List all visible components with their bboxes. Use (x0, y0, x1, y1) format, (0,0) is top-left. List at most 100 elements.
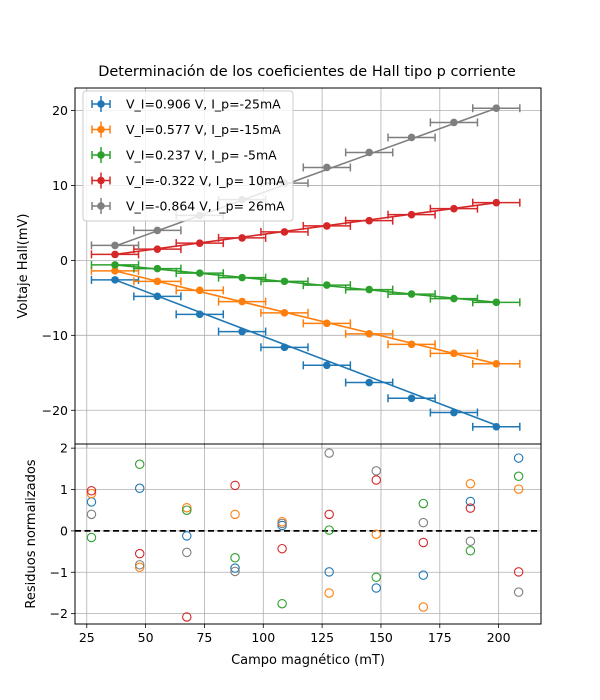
data-point (450, 118, 458, 127)
residual-point (182, 547, 192, 558)
data-point (492, 104, 501, 113)
legend: V_I=0.906 V, I_p=-25mA V_I=0.577 V, I_p=-… (82, 90, 294, 222)
legend-label: V_I=0.906 V, I_p=-25mA (126, 97, 281, 112)
residual-point (182, 531, 192, 541)
residual-point (418, 602, 429, 612)
residual-point (134, 560, 145, 570)
data-point (407, 210, 416, 219)
bottom-y-tick-label: −2 (50, 606, 68, 621)
residual-point (230, 480, 240, 491)
residual-point (277, 543, 287, 554)
data-point (111, 267, 119, 275)
bottom-x-tick-label: 150 (369, 630, 393, 645)
data-point (450, 408, 458, 417)
bottom-y-tick-label: 0 (60, 523, 68, 538)
top-series-layer (90, 104, 521, 431)
data-point (153, 226, 162, 235)
bottom-ticks: 25 50 75 100 125 150 175 200 −2 −1 0 1 2 (50, 441, 511, 645)
legend-box (82, 90, 294, 222)
residual-point (277, 518, 287, 529)
bottom-x-tick-label: 75 (196, 630, 212, 645)
data-point (407, 340, 416, 349)
data-point (238, 234, 246, 242)
residual-point (513, 484, 524, 494)
residual-point (465, 546, 476, 556)
residual-point (324, 588, 334, 598)
residual-point (182, 505, 192, 515)
data-point (365, 285, 373, 294)
residual-point (86, 509, 97, 520)
data-point (280, 343, 289, 352)
residual-point (134, 562, 145, 573)
legend-marker (97, 100, 105, 108)
top-series-0 (90, 275, 521, 431)
x-axis-label: Campo magnético (mT) (231, 653, 385, 668)
data-point (111, 276, 119, 284)
data-point (407, 394, 416, 403)
data-point (323, 361, 331, 370)
data-point (407, 133, 416, 142)
data-point (323, 319, 331, 328)
legend-label: V_I=0.237 V, I_p= -5mA (126, 148, 277, 163)
residual-point (513, 453, 524, 463)
top-y-tick-label: 0 (60, 253, 68, 268)
fit-line (114, 264, 497, 304)
fit-line (114, 107, 497, 247)
top-series-3 (90, 198, 521, 259)
residual-point (182, 612, 192, 622)
bottom-x-tick-label: 125 (310, 630, 334, 645)
chart-title: Determinación de los coeficientes de Hal… (98, 64, 516, 80)
data-point (111, 241, 119, 250)
bottom-y-tick-label: −1 (50, 565, 68, 580)
residual-point (324, 525, 334, 535)
top-series-2 (90, 260, 521, 307)
top-y-ticks: −20 −10 0 10 20 (42, 103, 500, 448)
data-point (450, 294, 458, 303)
residual-point (134, 459, 145, 470)
residual-point (465, 478, 476, 489)
residual-point (465, 536, 476, 546)
residual-point (418, 570, 429, 580)
residual-series-0 (86, 453, 524, 593)
top-series-1 (90, 266, 521, 368)
data-point (365, 148, 373, 157)
fit-line (114, 201, 497, 256)
residual-point (465, 496, 476, 507)
legend-label: V_I=0.577 V, I_p=-15mA (126, 122, 281, 137)
top-y-tick-label: 20 (52, 103, 68, 118)
data-point (365, 216, 373, 225)
residual-point (418, 517, 429, 528)
data-point (323, 281, 331, 289)
residual-point (324, 448, 334, 458)
residual-point (134, 483, 145, 494)
residual-series-4 (86, 448, 524, 597)
residual-point (371, 583, 382, 593)
bottom-y-tick-label: 2 (60, 441, 68, 456)
data-point (492, 298, 501, 307)
legend-marker (97, 151, 105, 159)
data-point (450, 204, 458, 213)
residual-series-2 (86, 459, 524, 609)
hall-voltage-panel: −20 −10 0 10 20 Voltaje Hall(mV) V_I=0.906 V… (16, 87, 542, 448)
bottom-x-tick-label: 25 (79, 630, 95, 645)
bottom-y-axis-label: Residuos normalizados (24, 459, 39, 608)
residual-point (371, 475, 382, 485)
data-point (323, 222, 331, 230)
data-point (238, 273, 246, 282)
bottom-x-tick-label: 50 (138, 630, 154, 645)
residual-point (230, 566, 240, 577)
data-point (195, 310, 204, 319)
legend-marker (97, 202, 105, 210)
residual-point (230, 563, 240, 573)
data-point (492, 360, 501, 368)
residual-point (230, 553, 240, 563)
data-point (365, 378, 373, 387)
bottom-axes-frame (74, 443, 542, 625)
data-point (238, 297, 246, 306)
residual-point (513, 471, 524, 482)
bottom-y-tick-label: 1 (60, 482, 68, 497)
data-point (280, 277, 289, 286)
bottom-series-layer (86, 448, 524, 622)
data-point (450, 349, 458, 358)
data-point (111, 261, 119, 269)
